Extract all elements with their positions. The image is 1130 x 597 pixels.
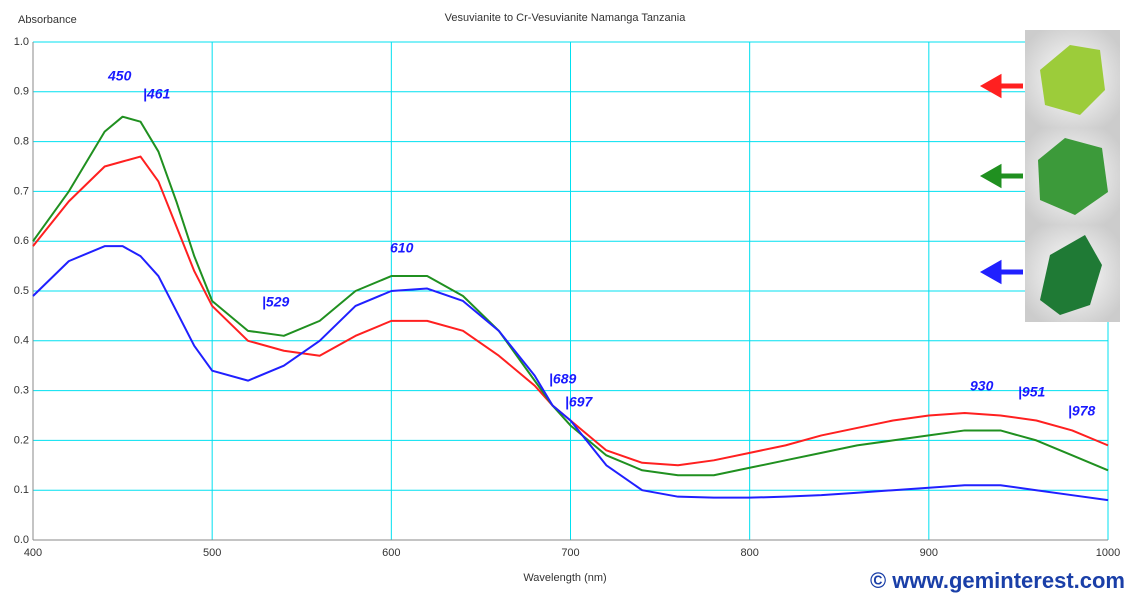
- annotation: 930: [970, 378, 994, 394]
- series-line: [32, 245, 1109, 502]
- gem: [1040, 45, 1105, 115]
- gem-images: [979, 30, 1120, 322]
- x-tick-label: 700: [561, 547, 579, 559]
- annotation: 450: [107, 68, 132, 84]
- y-tick-label: 0.7: [14, 185, 29, 197]
- annotation: 610: [390, 240, 414, 256]
- y-tick-label: 1.0: [14, 36, 29, 48]
- x-tick-label: 1000: [1096, 547, 1120, 559]
- annotation: |529: [262, 294, 289, 310]
- y-tick-label: 0.0: [14, 534, 29, 546]
- y-tick-label: 0.5: [14, 285, 29, 297]
- y-tick-label: 0.3: [14, 385, 29, 397]
- series-line: [32, 115, 1109, 477]
- y-tick-label: 0.1: [14, 484, 29, 496]
- arrow: [979, 73, 1023, 99]
- y-tick-label: 0.6: [14, 235, 29, 247]
- chart-title: Vesuvianite to Cr-Vesuvianite Namanga Ta…: [445, 12, 687, 24]
- x-tick-label: 500: [203, 547, 221, 559]
- y-axis-label: Absorbance: [18, 14, 77, 26]
- x-tick-label: 600: [382, 547, 400, 559]
- x-axis-label: Wavelength (nm): [523, 572, 606, 584]
- x-tick-label: 900: [920, 547, 938, 559]
- gem: [1038, 138, 1108, 215]
- annotation: |689: [549, 371, 576, 387]
- y-tick-label: 0.2: [14, 434, 29, 446]
- annotation: |978: [1068, 403, 1095, 419]
- gem: [1040, 235, 1102, 315]
- y-tick-label: 0.8: [14, 136, 29, 148]
- series-line: [32, 155, 1109, 467]
- x-tick-label: 400: [24, 547, 42, 559]
- y-tick-label: 0.4: [14, 335, 29, 347]
- x-tick-label: 800: [740, 547, 758, 559]
- annotation: |461: [143, 86, 170, 102]
- y-tick-label: 0.9: [14, 86, 29, 98]
- arrow: [979, 163, 1023, 189]
- arrow: [979, 259, 1023, 285]
- annotation: |951: [1018, 384, 1045, 400]
- annotation: |697: [565, 394, 593, 410]
- watermark: © www.geminterest.com: [870, 568, 1125, 593]
